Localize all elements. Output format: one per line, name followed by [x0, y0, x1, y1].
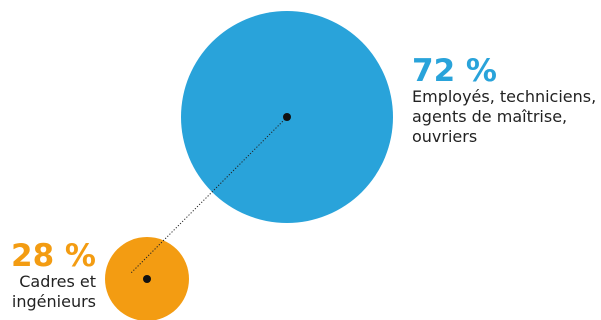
- label-cadres: 28 % Cadres et ingénieurs: [11, 240, 96, 312]
- description-line-2: agents de maîtrise,: [412, 107, 568, 126]
- description-line-2: ingénieurs: [11, 292, 96, 311]
- value-label-cadres: 28 %: [11, 238, 96, 274]
- connector-line: [130, 116, 288, 274]
- description-line-1: Employés, techniciens,: [412, 87, 597, 106]
- bubble-large-center-dot: [283, 113, 291, 121]
- bubble-small-center-dot: [143, 275, 151, 283]
- value-label-employes: 72 %: [412, 53, 497, 89]
- description-line-3: ouvriers: [412, 127, 478, 146]
- description-line-1: Cadres et: [19, 272, 96, 291]
- label-employes: 72 % Employés, techniciens, agents de ma…: [412, 55, 596, 147]
